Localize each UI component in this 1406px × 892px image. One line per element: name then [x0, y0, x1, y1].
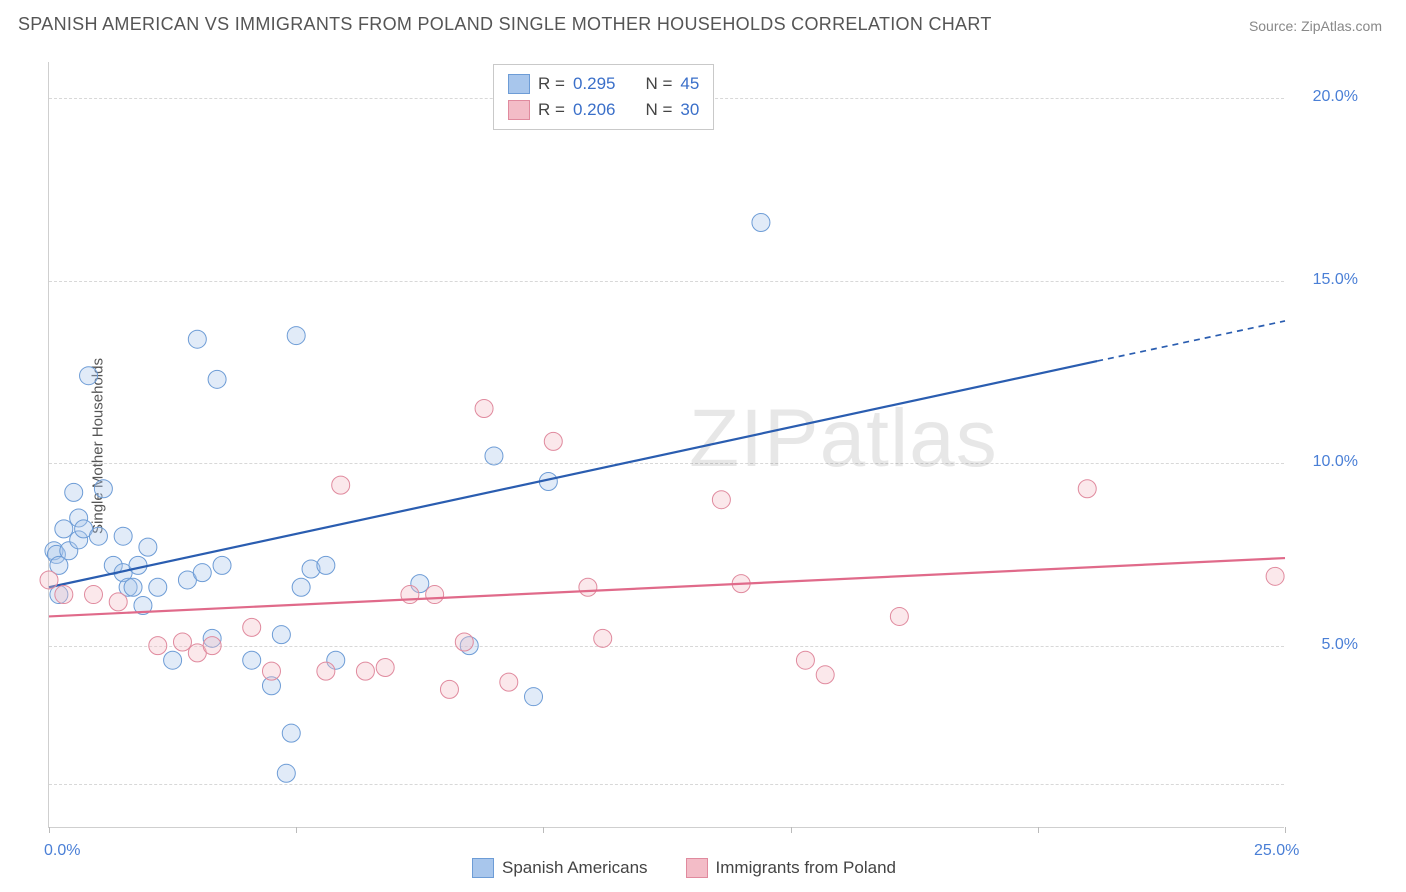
scatter-point-spanish	[188, 330, 206, 348]
scatter-point-spanish	[282, 724, 300, 742]
x-tick	[791, 827, 792, 833]
legend-swatch-poland	[508, 100, 530, 120]
scatter-point-poland	[401, 586, 419, 604]
scatter-point-spanish	[129, 556, 147, 574]
scatter-point-poland	[376, 659, 394, 677]
scatter-point-spanish	[525, 688, 543, 706]
stats-r-value: 0.295	[573, 74, 616, 94]
scatter-point-spanish	[114, 527, 132, 545]
legend-item-poland: Immigrants from Poland	[686, 858, 896, 878]
y-tick-label: 15.0%	[1313, 271, 1358, 289]
stats-legend: R = 0.295 N = 45 R = 0.206 N = 30	[493, 64, 714, 130]
scatter-point-poland	[426, 586, 444, 604]
scatter-point-poland	[544, 432, 562, 450]
stats-n-value: 45	[680, 74, 699, 94]
scatter-point-poland	[579, 578, 597, 596]
legend-swatch-spanish	[472, 858, 494, 878]
scatter-point-spanish	[272, 626, 290, 644]
scatter-point-spanish	[80, 367, 98, 385]
legend-swatch-poland	[686, 858, 708, 878]
scatter-point-poland	[712, 491, 730, 509]
scatter-point-spanish	[243, 651, 261, 669]
scatter-point-poland	[816, 666, 834, 684]
scatter-point-spanish	[317, 556, 335, 574]
scatter-point-poland	[796, 651, 814, 669]
scatter-point-spanish	[124, 578, 142, 596]
scatter-point-spanish	[139, 538, 157, 556]
scatter-point-poland	[262, 662, 280, 680]
legend-item-spanish: Spanish Americans	[472, 858, 648, 878]
scatter-point-spanish	[55, 520, 73, 538]
scatter-point-poland	[55, 586, 73, 604]
scatter-point-spanish	[94, 480, 112, 498]
x-tick-label: 25.0%	[1254, 842, 1299, 860]
scatter-point-poland	[243, 618, 261, 636]
stats-r-value: 0.206	[573, 100, 616, 120]
y-tick-label: 10.0%	[1313, 453, 1358, 471]
correlation-chart: SPANISH AMERICAN VS IMMIGRANTS FROM POLA…	[0, 0, 1406, 892]
x-tick	[296, 827, 297, 833]
scatter-point-poland	[500, 673, 518, 691]
scatter-point-poland	[1266, 567, 1284, 585]
trend-line-spanish	[49, 361, 1097, 587]
trend-line-ext-spanish	[1097, 321, 1285, 361]
scatter-point-spanish	[485, 447, 503, 465]
trend-line-poland	[49, 558, 1285, 616]
x-tick	[49, 827, 50, 833]
stats-row-poland: R = 0.206 N = 30	[508, 97, 699, 123]
scatter-point-poland	[1078, 480, 1096, 498]
y-tick-label: 20.0%	[1313, 88, 1358, 106]
scatter-point-poland	[317, 662, 335, 680]
scatter-point-spanish	[164, 651, 182, 669]
scatter-plot-svg	[49, 62, 1284, 827]
chart-title: SPANISH AMERICAN VS IMMIGRANTS FROM POLA…	[18, 14, 992, 35]
scatter-point-poland	[40, 571, 58, 589]
scatter-point-poland	[109, 593, 127, 611]
scatter-point-poland	[475, 400, 493, 418]
stats-n-label: N =	[645, 100, 672, 120]
x-tick-label: 0.0%	[44, 842, 80, 860]
scatter-point-poland	[356, 662, 374, 680]
y-tick-label: 5.0%	[1322, 636, 1358, 654]
x-tick	[1038, 827, 1039, 833]
stats-n-value: 30	[680, 100, 699, 120]
scatter-point-spanish	[208, 370, 226, 388]
scatter-point-spanish	[287, 327, 305, 345]
scatter-point-poland	[440, 680, 458, 698]
plot-area: ZIPatlas R =0.295N =45R =0.206N =30 5.0%…	[48, 62, 1284, 828]
legend-swatch-spanish	[508, 74, 530, 94]
stats-n-label: N =	[645, 74, 672, 94]
scatter-point-poland	[84, 586, 102, 604]
scatter-point-poland	[890, 607, 908, 625]
scatter-point-poland	[594, 629, 612, 647]
scatter-point-spanish	[752, 213, 770, 231]
scatter-point-spanish	[89, 527, 107, 545]
source-attribution: Source: ZipAtlas.com	[1249, 18, 1382, 34]
scatter-point-poland	[203, 637, 221, 655]
scatter-point-spanish	[277, 764, 295, 782]
stats-row-spanish: R = 0.295 N = 45	[508, 71, 699, 97]
x-tick	[543, 827, 544, 833]
scatter-point-spanish	[292, 578, 310, 596]
scatter-point-spanish	[213, 556, 231, 574]
scatter-point-spanish	[149, 578, 167, 596]
stats-r-label: R =	[538, 100, 565, 120]
scatter-point-poland	[173, 633, 191, 651]
scatter-point-poland	[332, 476, 350, 494]
legend-label: Spanish Americans	[502, 858, 648, 878]
stats-r-label: R =	[538, 74, 565, 94]
scatter-point-poland	[455, 633, 473, 651]
legend-label: Immigrants from Poland	[716, 858, 896, 878]
series-legend: Spanish Americans Immigrants from Poland	[472, 858, 896, 878]
scatter-point-poland	[149, 637, 167, 655]
scatter-point-spanish	[65, 483, 83, 501]
x-tick	[1285, 827, 1286, 833]
scatter-point-spanish	[193, 564, 211, 582]
